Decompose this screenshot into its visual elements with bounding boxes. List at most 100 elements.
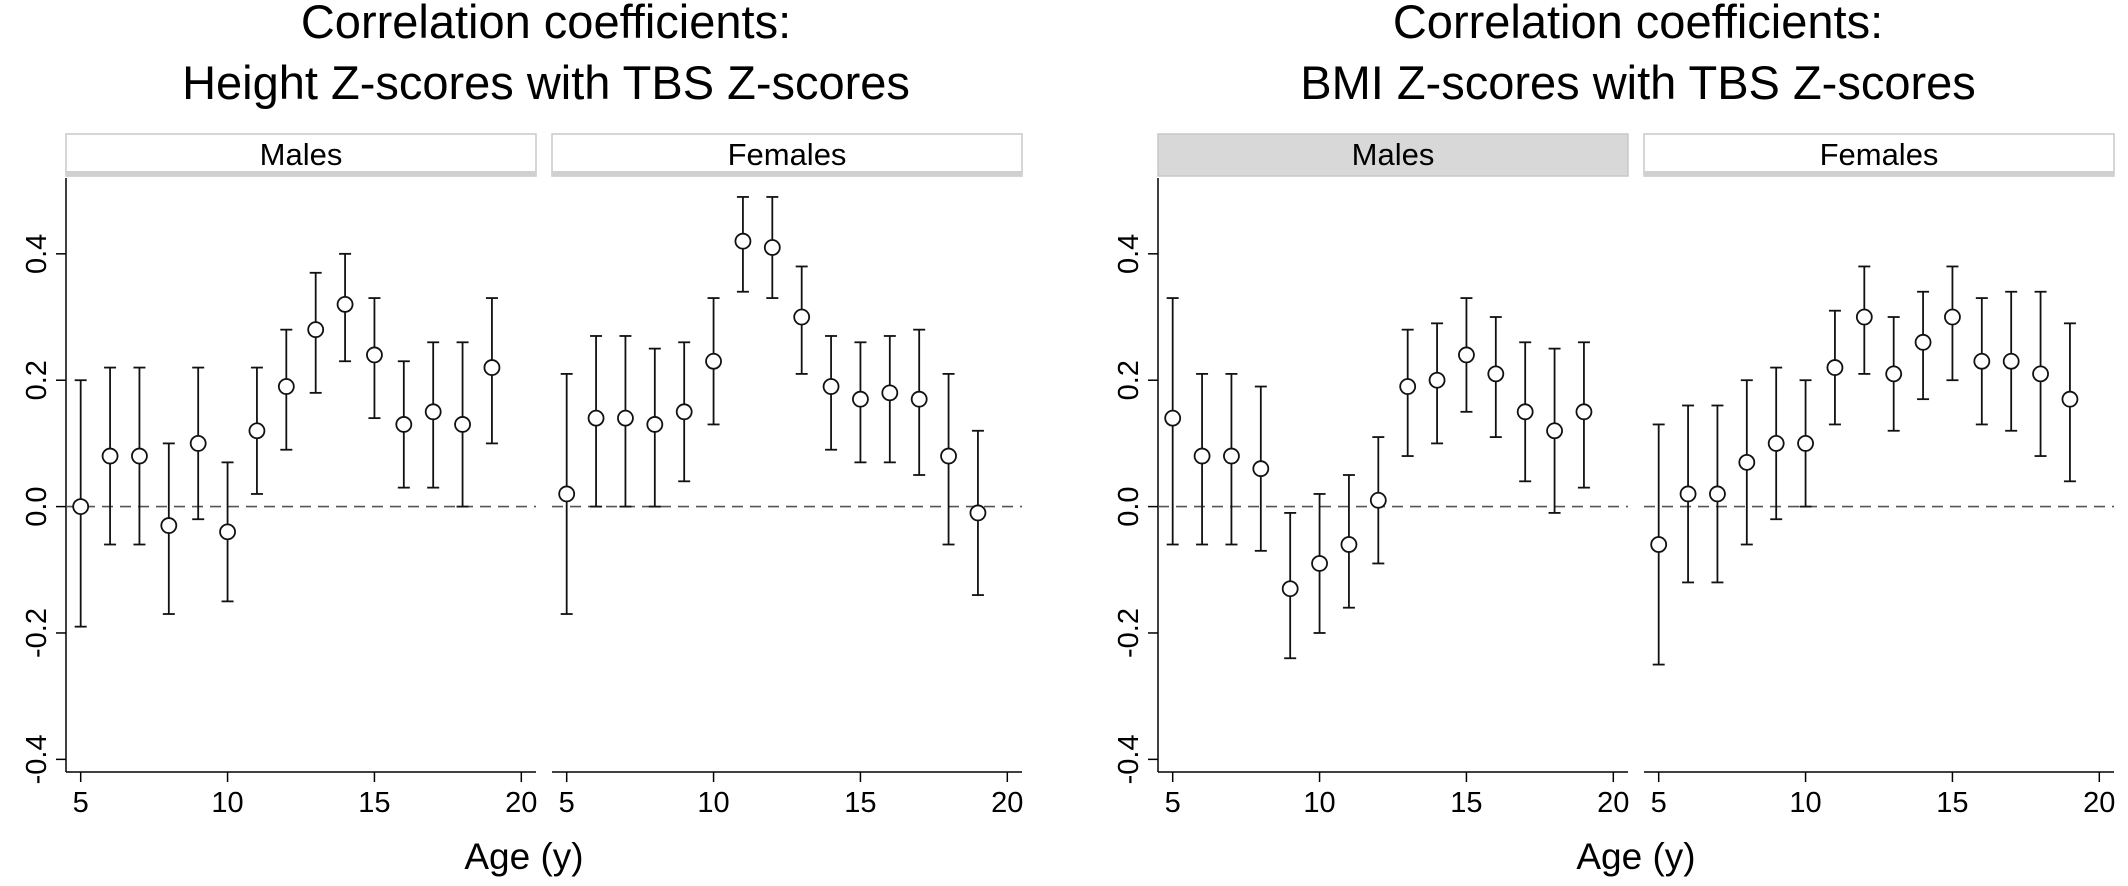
- panel-strip-label: Males: [1352, 137, 1435, 172]
- data-point-age-12: [277, 328, 295, 451]
- point-marker: [1767, 435, 1785, 452]
- data-point-age-6: [101, 366, 119, 546]
- data-point-age-14: [1428, 322, 1446, 445]
- data-point-age-7: [1223, 372, 1240, 546]
- data-point-age-11: [734, 196, 752, 293]
- data-point-age-16: [881, 335, 899, 464]
- point-marker: [969, 504, 987, 522]
- point-marker: [617, 409, 634, 427]
- point-marker: [1797, 435, 1814, 452]
- point-marker: [1855, 308, 1873, 326]
- point-marker: [72, 498, 90, 515]
- panel-strip: [1157, 133, 1629, 177]
- data-point-age-11: [248, 366, 266, 495]
- panel-strip: [1643, 133, 2115, 177]
- data-point-age-13: [793, 265, 811, 375]
- panel-strip-label: Females: [1820, 137, 1939, 172]
- data-point-age-17: [2002, 290, 2020, 432]
- panel-strip: [551, 133, 1023, 177]
- point-marker: [1252, 460, 1270, 478]
- data-point-age-19: [969, 429, 987, 596]
- data-point-age-6: [1679, 404, 1697, 584]
- data-point-age-17: [1516, 341, 1534, 483]
- data-point-age-16: [395, 360, 413, 489]
- x-tick-label: 15: [358, 787, 390, 819]
- x-tick-label: 5: [1165, 787, 1181, 819]
- y-tick-label: 0.4: [21, 234, 53, 274]
- point-marker: [366, 346, 383, 364]
- point-marker: [424, 403, 442, 421]
- point-marker: [2002, 352, 2020, 370]
- y-tick-label: -0.2: [1113, 608, 1145, 658]
- data-point-age-14: [336, 252, 354, 363]
- panel-males: Males 5 10 15 20: [65, 133, 537, 819]
- x-axis-label: Age (y): [464, 836, 583, 877]
- point-marker: [131, 447, 148, 465]
- point-marker: [395, 416, 413, 433]
- point-marker: [1311, 555, 1328, 572]
- data-point-age-17: [424, 341, 442, 489]
- data-point-age-18: [2032, 290, 2049, 457]
- data-point-age-8: [1252, 385, 1270, 552]
- point-marker: [1281, 580, 1299, 598]
- point-marker: [852, 390, 869, 408]
- y-tick-label: 0.4: [1113, 234, 1145, 274]
- x-tick-label: 5: [559, 787, 575, 819]
- point-marker: [1914, 333, 1932, 351]
- point-marker: [1679, 485, 1697, 503]
- point-marker: [1944, 308, 1961, 326]
- point-marker: [189, 435, 207, 452]
- data-point-age-5: [72, 379, 90, 628]
- x-tick-label: 20: [505, 787, 537, 819]
- data-point-age-12: [1855, 265, 1873, 375]
- data-point-age-17: [910, 328, 928, 476]
- x-tick-label: 10: [697, 787, 729, 819]
- data-point-age-9: [675, 341, 693, 483]
- point-marker: [1399, 378, 1417, 395]
- y-tick-label: 0.0: [1113, 486, 1145, 526]
- y-tick-label: -0.2: [21, 608, 53, 658]
- point-marker: [1738, 453, 1756, 471]
- point-marker: [1369, 491, 1387, 509]
- point-marker: [1650, 536, 1668, 553]
- data-point-age-14: [1914, 290, 1932, 401]
- x-tick-label: 5: [1651, 787, 1667, 819]
- x-tick-label: 10: [211, 787, 243, 819]
- chart-title-line: Height Z-scores with TBS Z-scores: [182, 56, 910, 109]
- data-point-age-7: [131, 366, 148, 546]
- data-point-age-11: [1340, 474, 1358, 609]
- panel-strip-label: Females: [728, 137, 847, 172]
- data-point-age-19: [1575, 341, 1593, 489]
- data-point-age-15: [852, 341, 869, 464]
- chart-height-vs-tbs: Correlation coefficients: Height Z-scores…: [21, 0, 1023, 877]
- panel-females: Females 5 10 15 20: [1643, 133, 2115, 819]
- point-marker: [1516, 403, 1534, 421]
- chart-bmi-vs-tbs: Correlation coefficients: BMI Z-scores wi…: [1113, 0, 2115, 877]
- data-point-age-12: [1369, 436, 1387, 565]
- data-point-age-16: [1973, 297, 1991, 426]
- point-marker: [734, 232, 752, 250]
- chart-title-line: Correlation coefficients:: [1393, 0, 1883, 48]
- point-marker: [160, 517, 178, 534]
- point-marker: [763, 239, 781, 256]
- y-tick-label: -0.4: [21, 734, 53, 784]
- data-point-age-8: [1738, 379, 1756, 546]
- y-tick-label: 0.0: [21, 486, 53, 526]
- y-tick-label: 0.2: [21, 360, 53, 400]
- data-point-age-9: [1281, 512, 1299, 660]
- data-point-age-19: [483, 297, 501, 445]
- point-marker: [1709, 485, 1726, 503]
- point-marker: [587, 409, 605, 427]
- point-marker: [1885, 365, 1903, 383]
- data-point-age-5: [558, 372, 576, 615]
- point-marker: [1487, 365, 1505, 383]
- point-marker: [219, 523, 236, 541]
- y-tick-label: -0.4: [1113, 734, 1145, 784]
- point-marker: [2032, 365, 2049, 383]
- panel-females: Females 5 10 15 20: [551, 133, 1023, 819]
- data-point-age-15: [1944, 265, 1961, 382]
- point-marker: [675, 403, 693, 421]
- data-point-age-6: [587, 335, 605, 508]
- data-point-age-10: [1311, 493, 1328, 634]
- data-point-age-5: [1164, 297, 1182, 546]
